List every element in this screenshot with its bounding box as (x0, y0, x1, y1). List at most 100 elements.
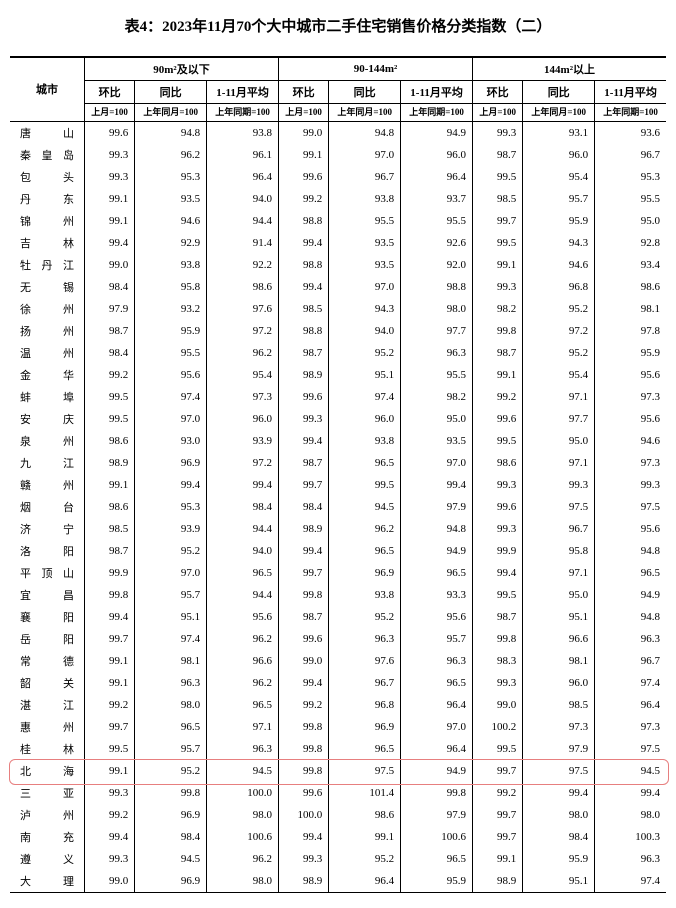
value-cell: 96.5 (207, 562, 279, 584)
value-cell: 98.4 (135, 826, 207, 848)
value-cell: 93.1 (523, 121, 595, 144)
value-cell: 92.0 (401, 254, 473, 276)
table-row: 丹 东99.193.594.099.293.893.798.595.795.5 (10, 188, 666, 210)
value-cell: 94.6 (595, 430, 666, 452)
table-row: 赣 州99.199.499.499.799.599.499.399.399.3 (10, 474, 666, 496)
value-cell: 95.5 (329, 210, 401, 232)
city-cell: 岳 阳 (10, 628, 85, 650)
value-cell: 98.4 (523, 826, 595, 848)
value-cell: 99.1 (85, 760, 135, 782)
value-cell: 99.5 (473, 738, 523, 760)
value-cell: 99.2 (473, 386, 523, 408)
value-cell: 99.1 (473, 364, 523, 386)
value-cell: 95.6 (401, 606, 473, 628)
header-base-9: 上年同期=100 (595, 104, 666, 122)
value-cell: 95.2 (523, 342, 595, 364)
table-row: 包 头99.395.396.499.696.796.499.595.495.3 (10, 166, 666, 188)
value-cell: 98.6 (473, 452, 523, 474)
value-cell: 99.5 (85, 408, 135, 430)
value-cell: 99.3 (473, 474, 523, 496)
value-cell: 95.6 (135, 364, 207, 386)
header-yoy-3: 同比 (523, 81, 595, 104)
value-cell: 97.3 (595, 452, 666, 474)
value-cell: 97.2 (207, 452, 279, 474)
value-cell: 97.5 (595, 738, 666, 760)
value-cell: 99.6 (473, 408, 523, 430)
value-cell: 99.4 (473, 562, 523, 584)
value-cell: 94.5 (329, 496, 401, 518)
value-cell: 99.2 (473, 782, 523, 804)
table-body: 唐 山99.694.893.899.094.894.999.393.193.6秦… (10, 121, 666, 892)
value-cell: 95.2 (523, 298, 595, 320)
value-cell: 96.8 (523, 276, 595, 298)
value-cell: 99.7 (473, 760, 523, 782)
value-cell: 96.2 (207, 848, 279, 870)
header-city: 城市 (10, 57, 85, 121)
value-cell: 95.4 (523, 364, 595, 386)
value-cell: 93.8 (207, 121, 279, 144)
value-cell: 96.3 (329, 628, 401, 650)
value-cell: 100.2 (473, 716, 523, 738)
value-cell: 92.2 (207, 254, 279, 276)
value-cell: 93.8 (329, 584, 401, 606)
header-yoy-1: 同比 (135, 81, 207, 104)
value-cell: 96.3 (207, 738, 279, 760)
value-cell: 97.1 (523, 452, 595, 474)
header-mom-1: 环比 (85, 81, 135, 104)
header-avg-3: 1-11月平均 (595, 81, 666, 104)
value-cell: 99.6 (279, 166, 329, 188)
value-cell: 99.3 (473, 672, 523, 694)
value-cell: 96.7 (595, 650, 666, 672)
value-cell: 96.7 (523, 518, 595, 540)
value-cell: 97.8 (595, 320, 666, 342)
value-cell: 99.4 (279, 826, 329, 848)
value-cell: 95.4 (523, 166, 595, 188)
value-cell: 100.0 (279, 804, 329, 826)
header-avg-1: 1-11月平均 (207, 81, 279, 104)
value-cell: 98.6 (595, 276, 666, 298)
value-cell: 99.4 (523, 782, 595, 804)
city-cell: 大 理 (10, 870, 85, 893)
value-cell: 98.0 (207, 870, 279, 893)
value-cell: 99.4 (279, 540, 329, 562)
table-row: 济 宁98.593.994.498.996.294.899.396.795.6 (10, 518, 666, 540)
value-cell: 99.4 (401, 474, 473, 496)
value-cell: 95.1 (523, 606, 595, 628)
value-cell: 95.7 (523, 188, 595, 210)
city-cell: 赣 州 (10, 474, 85, 496)
table-row: 宜 昌99.895.794.499.893.893.399.595.094.9 (10, 584, 666, 606)
value-cell: 96.2 (135, 144, 207, 166)
value-cell: 93.7 (401, 188, 473, 210)
header-avg-2: 1-11月平均 (401, 81, 473, 104)
value-cell: 96.7 (329, 672, 401, 694)
table-row: 襄 阳99.495.195.698.795.295.698.795.194.8 (10, 606, 666, 628)
value-cell: 96.5 (401, 562, 473, 584)
value-cell: 99.4 (279, 430, 329, 452)
value-cell: 95.6 (595, 518, 666, 540)
value-cell: 99.0 (85, 870, 135, 893)
value-cell: 97.4 (135, 628, 207, 650)
city-cell: 金 华 (10, 364, 85, 386)
city-cell: 秦皇岛 (10, 144, 85, 166)
value-cell: 95.0 (523, 584, 595, 606)
header-yoy-2: 同比 (329, 81, 401, 104)
value-cell: 96.0 (401, 144, 473, 166)
value-cell: 99.3 (85, 848, 135, 870)
city-cell: 济 宁 (10, 518, 85, 540)
value-cell: 93.8 (329, 188, 401, 210)
value-cell: 98.4 (85, 276, 135, 298)
value-cell: 94.5 (135, 848, 207, 870)
header-mom-2: 环比 (279, 81, 329, 104)
value-cell: 97.9 (401, 496, 473, 518)
header-group-3: 144m²以上 (473, 57, 666, 81)
value-cell: 95.5 (595, 188, 666, 210)
value-cell: 96.5 (329, 452, 401, 474)
value-cell: 92.6 (401, 232, 473, 254)
value-cell: 98.4 (207, 496, 279, 518)
value-cell: 96.4 (401, 694, 473, 716)
value-cell: 98.7 (473, 606, 523, 628)
value-cell: 96.0 (329, 408, 401, 430)
value-cell: 98.0 (523, 804, 595, 826)
value-cell: 99.0 (279, 650, 329, 672)
value-cell: 98.7 (279, 606, 329, 628)
